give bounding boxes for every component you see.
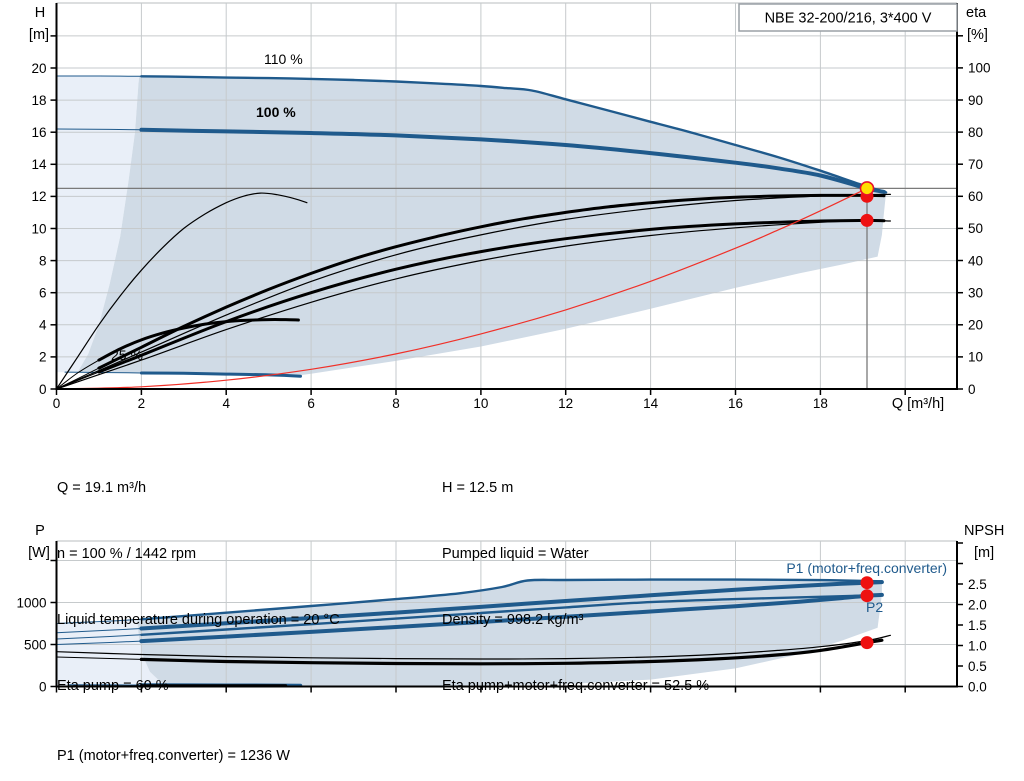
operating-envelope-light xyxy=(56,76,140,373)
p2-curve-label: P2 xyxy=(866,599,883,615)
right-tick-label: 50 xyxy=(968,221,983,236)
right-tick-label: 2.5 xyxy=(968,577,987,592)
left-tick-label: 4 xyxy=(39,318,47,333)
right-tick-label: 80 xyxy=(968,125,983,140)
x-tick-label: 2 xyxy=(138,396,146,411)
power-envelope-light xyxy=(56,619,172,686)
right-axis-unit: [%] xyxy=(967,27,988,43)
qh-curve-110-thick xyxy=(140,75,888,194)
info-line-flow: Q = 19.1 m³/h xyxy=(57,480,147,496)
left-tick-label: 10 xyxy=(31,221,46,236)
x-tick-label: 18 xyxy=(813,396,828,411)
chart-title-box xyxy=(738,3,958,32)
eta-part-load-curve xyxy=(55,192,308,390)
eta-total-marker xyxy=(860,213,874,227)
right-axis-unit: [m] xyxy=(974,545,994,561)
x-tick-label: 14 xyxy=(643,396,659,411)
p1-marker xyxy=(860,576,874,590)
right-tick-label: 10 xyxy=(968,350,983,365)
left-axis-unit: [m] xyxy=(29,27,49,43)
right-tick-label: 20 xyxy=(968,318,983,333)
qh-eta-chart: 0 2 4 6 8 10 12 14 16 18 0 2 4 6 8 10 12 14 16 18 20 0 10 20 30 4… xyxy=(29,2,991,412)
left-tick-label: 500 xyxy=(24,637,47,652)
left-tick-label: 6 xyxy=(39,286,47,301)
x-tick-label: 4 xyxy=(222,396,230,411)
p1-curve-110-thick xyxy=(140,578,884,621)
right-axis-title: NPSH xyxy=(964,523,1004,539)
left-tick-label: 16 xyxy=(31,125,46,140)
right-tick-label: 1.5 xyxy=(968,618,987,633)
power-npsh-chart: 0 500 1000 0.0 0.5 1.0 1.5 2.0 2.5 P [W] NPSH [m] P1 … xyxy=(16,523,1004,694)
right-axis-title: eta xyxy=(966,5,987,21)
x-tick-label: 6 xyxy=(307,396,315,411)
left-tick-label: 20 xyxy=(31,61,46,76)
speed-label-110: 110 % xyxy=(264,51,303,67)
system-curve xyxy=(55,187,868,390)
qh-curve-25-thick xyxy=(139,371,302,378)
left-tick-label: 14 xyxy=(31,157,47,172)
info-line-liquid: Pumped liquid = Water xyxy=(442,546,589,562)
right-tick-label: 2.0 xyxy=(968,597,987,612)
left-tick-label: 0 xyxy=(39,679,47,694)
power-info: P1 (motor+freq.converter) = 1236 W P2 = … xyxy=(57,701,290,781)
p2-curve-100-thick xyxy=(139,592,884,644)
right-tick-label: 40 xyxy=(968,253,983,268)
p1-curve-100-thick xyxy=(139,580,884,631)
left-axis-title: P xyxy=(35,523,45,539)
duty-info-left: Q = 19.1 m³/h n = 100 % / 1442 rpm Liqui… xyxy=(57,433,340,741)
npsh-curve-thick xyxy=(139,638,884,666)
left-axis-unit: [W] xyxy=(28,545,50,561)
info-line-head: H = 12.5 m xyxy=(442,480,514,496)
right-tick-label: 100 xyxy=(968,61,991,76)
left-tick-label: 8 xyxy=(39,253,47,268)
eta-curve-25-thick xyxy=(97,318,300,362)
right-tick-label: 0.5 xyxy=(968,659,987,674)
right-tick-label: 0.0 xyxy=(968,679,987,694)
qh-curve-100-thick xyxy=(139,127,886,194)
left-tick-label: 12 xyxy=(31,189,46,204)
eta-pump-curve-thick xyxy=(97,193,886,370)
npsh-marker xyxy=(860,636,874,650)
left-tick-label: 2 xyxy=(39,350,47,365)
duty-point-marker xyxy=(859,181,875,196)
x-axis-title: Q [m³/h] xyxy=(892,396,944,412)
x-tick-label: 0 xyxy=(53,396,61,411)
right-tick-label: 60 xyxy=(968,189,983,204)
right-tick-label: 0 xyxy=(968,382,976,397)
info-line-density: Density = 998.2 kg/m³ xyxy=(442,612,584,628)
x-tick-label: 16 xyxy=(728,396,743,411)
info-line-speed: n = 100 % / 1442 rpm xyxy=(57,546,197,562)
speed-label-25: 25 % xyxy=(111,347,143,363)
x-tick-label: 10 xyxy=(473,396,488,411)
info-line-eta-pump: Eta pump = 60 % xyxy=(57,678,169,694)
right-tick-label: 1.0 xyxy=(968,638,987,653)
right-tick-label: 70 xyxy=(968,157,983,172)
p2-marker xyxy=(860,589,874,603)
left-tick-label: 18 xyxy=(31,93,46,108)
left-axis-title: H xyxy=(35,5,45,21)
speed-label-100: 100 % xyxy=(256,104,296,120)
right-tick-label: 90 xyxy=(968,93,983,108)
p1-curve-label: P1 (motor+freq.converter) xyxy=(786,560,947,576)
npsh-curve-thin xyxy=(55,634,891,660)
p2-curve-110-thick xyxy=(140,593,884,636)
right-tick-label: 30 xyxy=(968,286,983,301)
left-tick-label: 1000 xyxy=(16,595,46,610)
left-tick-label: 0 xyxy=(39,382,47,397)
x-tick-label: 12 xyxy=(558,396,573,411)
info-line-eta-total: Eta pump+motor+freq.converter = 52.5 % xyxy=(442,678,710,694)
info-line-temperature: Liquid temperature during operation = 20… xyxy=(57,612,340,628)
x-tick-label: 8 xyxy=(392,396,400,411)
chart-title: NBE 32-200/216, 3*400 V xyxy=(765,11,932,27)
info-line-p1: P1 (motor+freq.converter) = 1236 W xyxy=(57,748,290,764)
duty-info-right: H = 12.5 m Pumped liquid = Water Density… xyxy=(442,433,709,741)
